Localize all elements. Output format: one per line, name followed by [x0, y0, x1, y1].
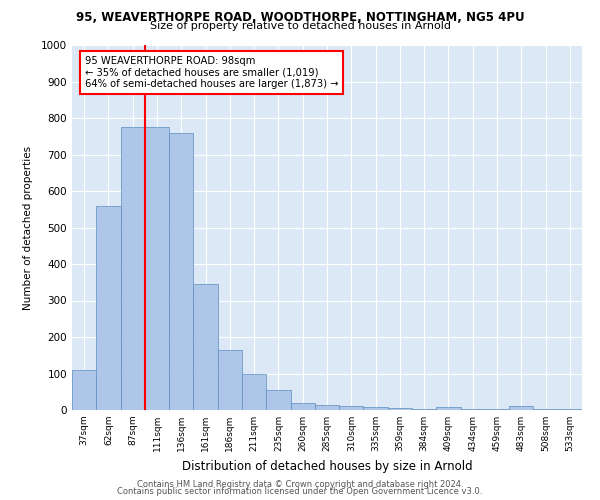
X-axis label: Distribution of detached houses by size in Arnold: Distribution of detached houses by size …: [182, 460, 472, 472]
Text: Contains HM Land Registry data © Crown copyright and database right 2024.: Contains HM Land Registry data © Crown c…: [137, 480, 463, 489]
Bar: [315, 406, 339, 410]
Bar: [436, 407, 461, 410]
Bar: [509, 406, 533, 410]
Bar: [96, 206, 121, 410]
Bar: [169, 132, 193, 410]
Text: 95 WEAVERTHORPE ROAD: 98sqm
← 35% of detached houses are smaller (1,019)
64% of : 95 WEAVERTHORPE ROAD: 98sqm ← 35% of det…: [85, 56, 338, 89]
Bar: [242, 374, 266, 410]
Bar: [121, 127, 145, 410]
Bar: [218, 350, 242, 410]
Y-axis label: Number of detached properties: Number of detached properties: [23, 146, 32, 310]
Bar: [364, 407, 388, 410]
Text: Contains public sector information licensed under the Open Government Licence v3: Contains public sector information licen…: [118, 487, 482, 496]
Bar: [339, 406, 364, 410]
Bar: [72, 370, 96, 410]
Text: Size of property relative to detached houses in Arnold: Size of property relative to detached ho…: [149, 21, 451, 31]
Bar: [290, 402, 315, 410]
Bar: [266, 390, 290, 410]
Bar: [145, 127, 169, 410]
Bar: [193, 284, 218, 410]
Bar: [388, 408, 412, 410]
Text: 95, WEAVERTHORPE ROAD, WOODTHORPE, NOTTINGHAM, NG5 4PU: 95, WEAVERTHORPE ROAD, WOODTHORPE, NOTTI…: [76, 11, 524, 24]
